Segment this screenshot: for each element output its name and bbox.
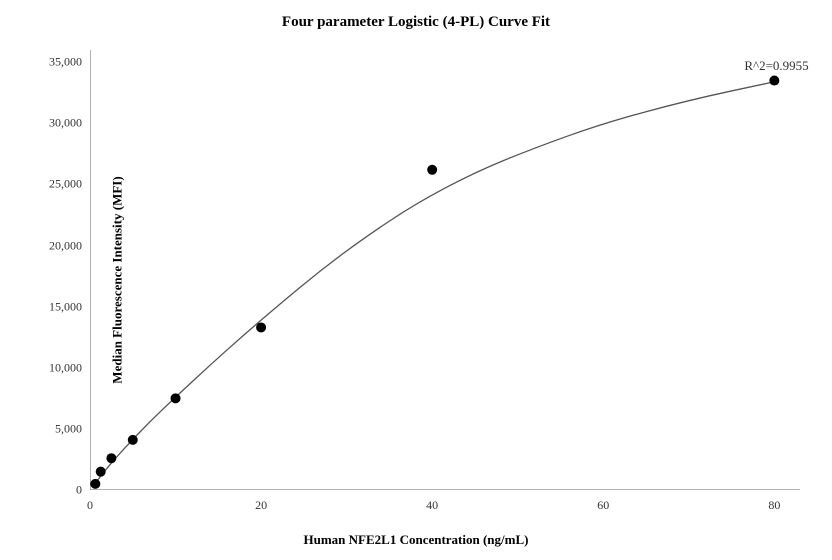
y-tick-label: 15,000	[32, 299, 82, 314]
data-point	[96, 467, 106, 477]
r-squared-annotation: R^2=0.9955	[744, 58, 808, 74]
y-tick-label: 25,000	[32, 177, 82, 192]
data-point	[256, 322, 266, 332]
data-point	[128, 435, 138, 445]
x-tick-label: 20	[255, 498, 267, 513]
y-tick-label: 5,000	[32, 421, 82, 436]
x-tick-label: 60	[597, 498, 609, 513]
chart-title: Four parameter Logistic (4-PL) Curve Fit	[0, 14, 832, 31]
data-point	[106, 453, 116, 463]
plot-svg	[90, 50, 800, 490]
x-tick-label: 0	[87, 498, 93, 513]
data-point	[769, 76, 779, 86]
plot-area: 05,00010,00015,00020,00025,00030,00035,0…	[90, 50, 800, 490]
chart-container: Four parameter Logistic (4-PL) Curve Fit…	[0, 0, 832, 560]
y-tick-label: 0	[32, 483, 82, 498]
y-tick-label: 30,000	[32, 116, 82, 131]
data-point	[427, 165, 437, 175]
fit-curve	[93, 82, 775, 487]
y-tick-label: 20,000	[32, 238, 82, 253]
y-tick-label: 35,000	[32, 55, 82, 70]
x-axis-label: Human NFE2L1 Concentration (ng/mL)	[0, 532, 832, 548]
data-point	[171, 393, 181, 403]
data-point	[90, 479, 100, 489]
y-tick-label: 10,000	[32, 360, 82, 375]
x-tick-label: 40	[426, 498, 438, 513]
x-tick-label: 80	[768, 498, 780, 513]
